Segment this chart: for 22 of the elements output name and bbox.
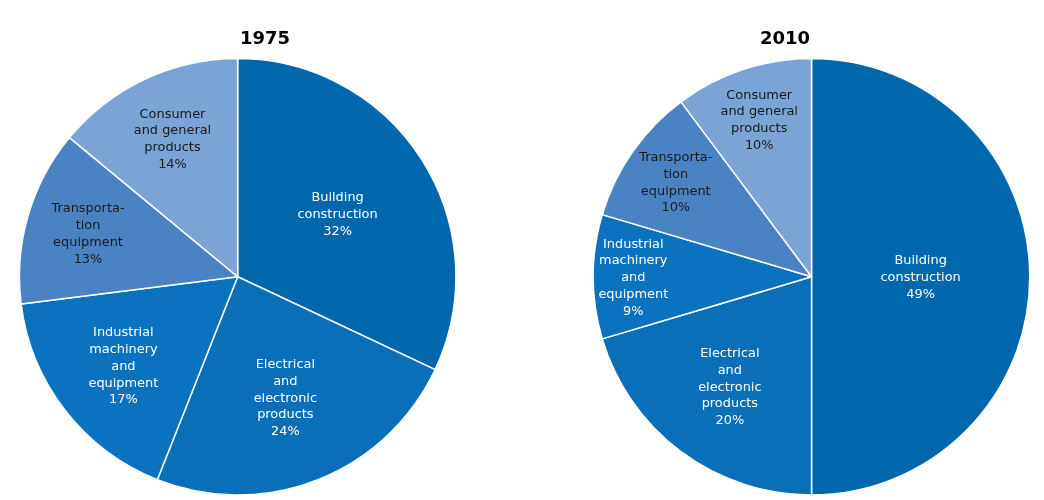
data-label: 13%	[73, 250, 103, 266]
data-label: 10%	[744, 136, 774, 152]
data-label: 32%	[323, 222, 352, 238]
slice-label: Industrial machinery and equipment	[88, 324, 159, 390]
data-label: 9%	[623, 302, 644, 318]
data-label: 10%	[661, 199, 691, 215]
slice-label: Consumer and general products	[720, 86, 798, 136]
data-label: 17%	[109, 391, 138, 407]
data-label: 20%	[715, 412, 745, 428]
chart-title: 1975	[240, 27, 291, 48]
slice-label: Consumer and general products	[133, 105, 212, 155]
slice-label: Electrical and electronic products	[698, 345, 762, 411]
slice-label: Transporta- tion equipment	[50, 200, 125, 250]
slice-label: Transporta- tion equipment	[638, 149, 713, 198]
slice-label: Industrial machinery and equipment	[598, 235, 669, 302]
slice-label: Building construction	[880, 252, 961, 285]
data-label: 14%	[158, 155, 187, 171]
slice-label: Building construction	[297, 189, 378, 221]
slice-label: Electrical and electronic products	[253, 356, 318, 422]
data-label: 24%	[271, 423, 300, 439]
chart-title: 2010	[760, 27, 811, 48]
data-label: 49%	[906, 286, 935, 302]
